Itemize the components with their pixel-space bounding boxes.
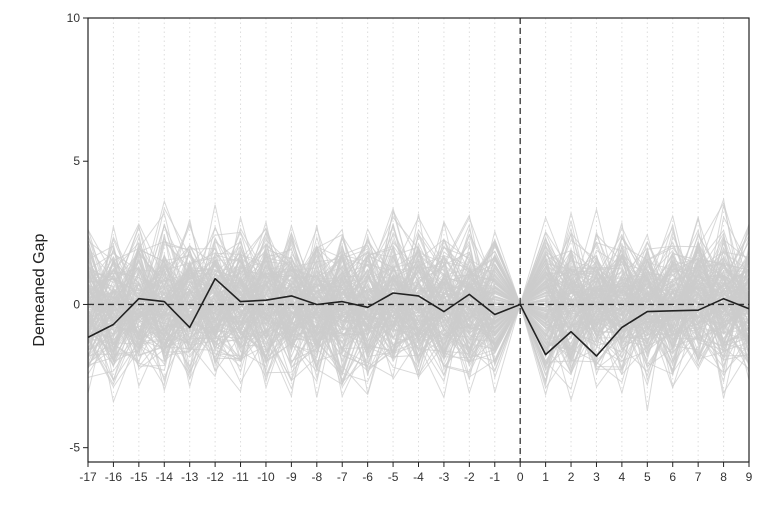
- placebo-line: [87, 247, 750, 363]
- placebo-line: [87, 243, 750, 384]
- reference-lines: [88, 18, 749, 462]
- y-axis-title: Demeaned Gap: [31, 234, 48, 347]
- x-axis-ticks: -17 -16 -15 -14 -13 -12 -11 -10 -9 -8 -7 -6 -5 -4 -3 -2…: [79, 462, 753, 484]
- series-layer: [87, 277, 750, 357]
- x-tick-label: -6: [362, 470, 373, 484]
- placebo-line: [87, 255, 750, 367]
- placebo-line: [87, 253, 750, 386]
- x-tick-label: -5: [388, 470, 399, 484]
- x-tick-label: -4: [413, 470, 424, 484]
- placebo-line: [87, 241, 750, 362]
- placebo-line: [87, 226, 750, 367]
- placebo-line: [87, 207, 750, 367]
- x-tick-label: 8: [720, 470, 727, 484]
- placebo-line: [87, 228, 750, 364]
- x-tick-label: 2: [568, 470, 575, 484]
- y-tick-label: 5: [73, 154, 80, 168]
- x-tick-label: 0: [517, 470, 524, 484]
- x-tick-label: -14: [156, 470, 174, 484]
- x-tick-label: -8: [311, 470, 322, 484]
- placebo-line: [87, 235, 750, 341]
- x-tick-label: -17: [79, 470, 97, 484]
- x-tick-label: -11: [232, 470, 249, 484]
- x-tick-label: -3: [439, 470, 450, 484]
- x-tick-label: -1: [489, 470, 500, 484]
- placebo-line: [87, 221, 750, 397]
- x-tick-label: -2: [464, 470, 475, 484]
- placebo-line: [87, 265, 750, 390]
- x-tick-label: 3: [593, 470, 600, 484]
- y-tick-label: 10: [67, 11, 81, 25]
- placebo-line: [87, 231, 750, 356]
- x-tick-label: 4: [619, 470, 626, 484]
- x-tick-label: -7: [337, 470, 348, 484]
- x-tick-label: 5: [644, 470, 651, 484]
- x-tick-label: -12: [206, 470, 224, 484]
- x-tick-label: 9: [746, 470, 753, 484]
- placebo-line: [87, 224, 750, 378]
- x-tick-label: 7: [695, 470, 702, 484]
- x-tick-label: -16: [105, 470, 123, 484]
- placebo-line: [87, 219, 750, 382]
- x-tick-label: 1: [542, 470, 549, 484]
- y-tick-label: -5: [69, 441, 80, 455]
- x-tick-label: -10: [257, 470, 275, 484]
- placebo-line: [87, 234, 750, 399]
- y-axis-ticks: -5 0 5 10: [67, 11, 88, 455]
- x-tick-label: -15: [130, 470, 148, 484]
- y-tick-label: 0: [73, 297, 80, 311]
- x-tick-label: 6: [669, 470, 676, 484]
- treated-series-line: [87, 277, 750, 357]
- placebo-line: [87, 247, 750, 372]
- x-tick-label: -9: [286, 470, 297, 484]
- x-tick-label: -13: [181, 470, 199, 484]
